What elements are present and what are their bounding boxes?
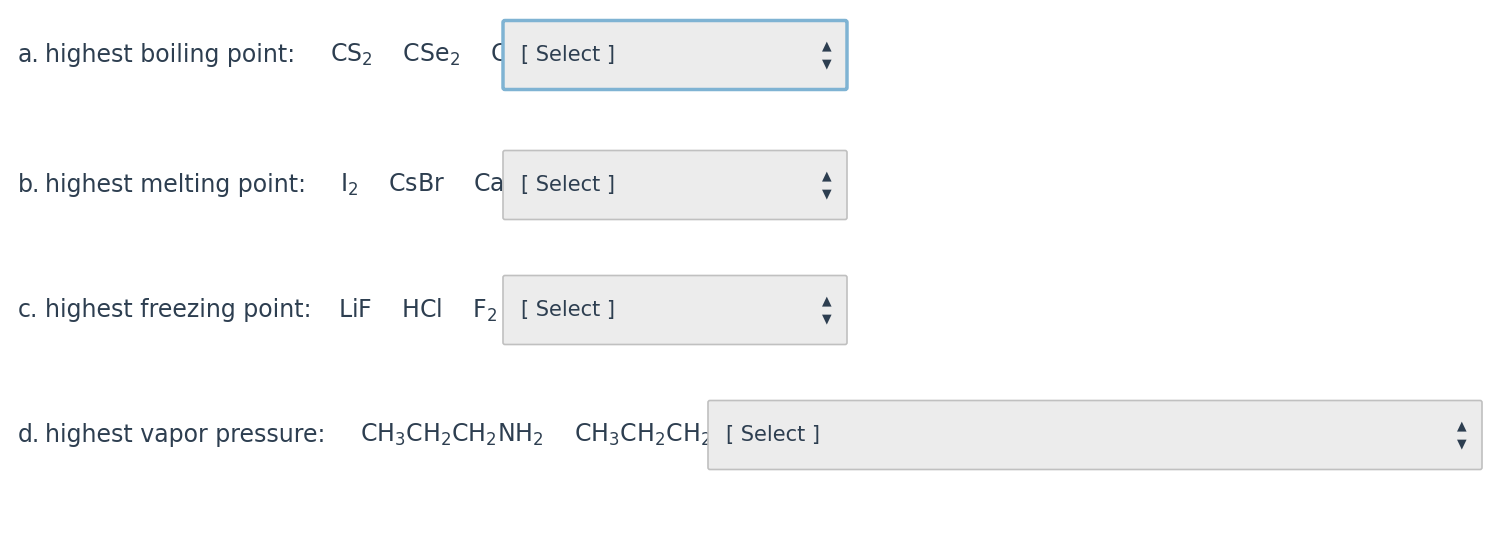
Text: [ Select ]: [ Select ]	[521, 45, 615, 65]
Text: ▲: ▲	[823, 40, 832, 52]
Text: ▲: ▲	[823, 169, 832, 183]
Text: ▼: ▼	[823, 312, 832, 326]
Text: $\mathrm{LiF}$    $\mathrm{HCl}$    $\mathrm{F_2}$: $\mathrm{LiF}$ $\mathrm{HCl}$ $\mathrm{F…	[338, 296, 497, 323]
FancyBboxPatch shape	[503, 151, 847, 219]
Text: [ Select ]: [ Select ]	[521, 300, 615, 320]
Text: ▼: ▼	[823, 58, 832, 70]
Text: highest boiling point:: highest boiling point:	[45, 43, 295, 67]
Text: ▼: ▼	[1457, 437, 1466, 450]
Text: highest freezing point:: highest freezing point:	[45, 298, 311, 322]
FancyBboxPatch shape	[708, 400, 1483, 470]
Text: ▲: ▲	[1457, 420, 1466, 432]
Text: $\mathrm{I_2}$    $\mathrm{CsBr}$    $\mathrm{CaO}$: $\mathrm{I_2}$ $\mathrm{CsBr}$ $\mathrm{…	[340, 172, 524, 198]
Text: ▼: ▼	[823, 188, 832, 201]
Text: [ Select ]: [ Select ]	[521, 175, 615, 195]
Text: $\mathrm{CS_2}$    $\mathrm{CSe_2}$    $\mathrm{CO_2}$: $\mathrm{CS_2}$ $\mathrm{CSe_2}$ $\mathr…	[331, 42, 537, 68]
FancyBboxPatch shape	[503, 20, 847, 90]
Text: $\mathrm{CH_3CH_2CH_2NH_2}$    $\mathrm{CH_3CH_2CH_2F}$: $\mathrm{CH_3CH_2CH_2NH_2}$ $\mathrm{CH_…	[361, 422, 726, 448]
Text: [ Select ]: [ Select ]	[726, 425, 820, 445]
Text: highest vapor pressure:: highest vapor pressure:	[45, 423, 325, 447]
Text: c.: c.	[18, 298, 39, 322]
Text: d.: d.	[18, 423, 40, 447]
Text: ▲: ▲	[823, 294, 832, 307]
Text: a.: a.	[18, 43, 40, 67]
Text: b.: b.	[18, 173, 40, 197]
FancyBboxPatch shape	[503, 276, 847, 344]
Text: highest melting point:: highest melting point:	[45, 173, 307, 197]
